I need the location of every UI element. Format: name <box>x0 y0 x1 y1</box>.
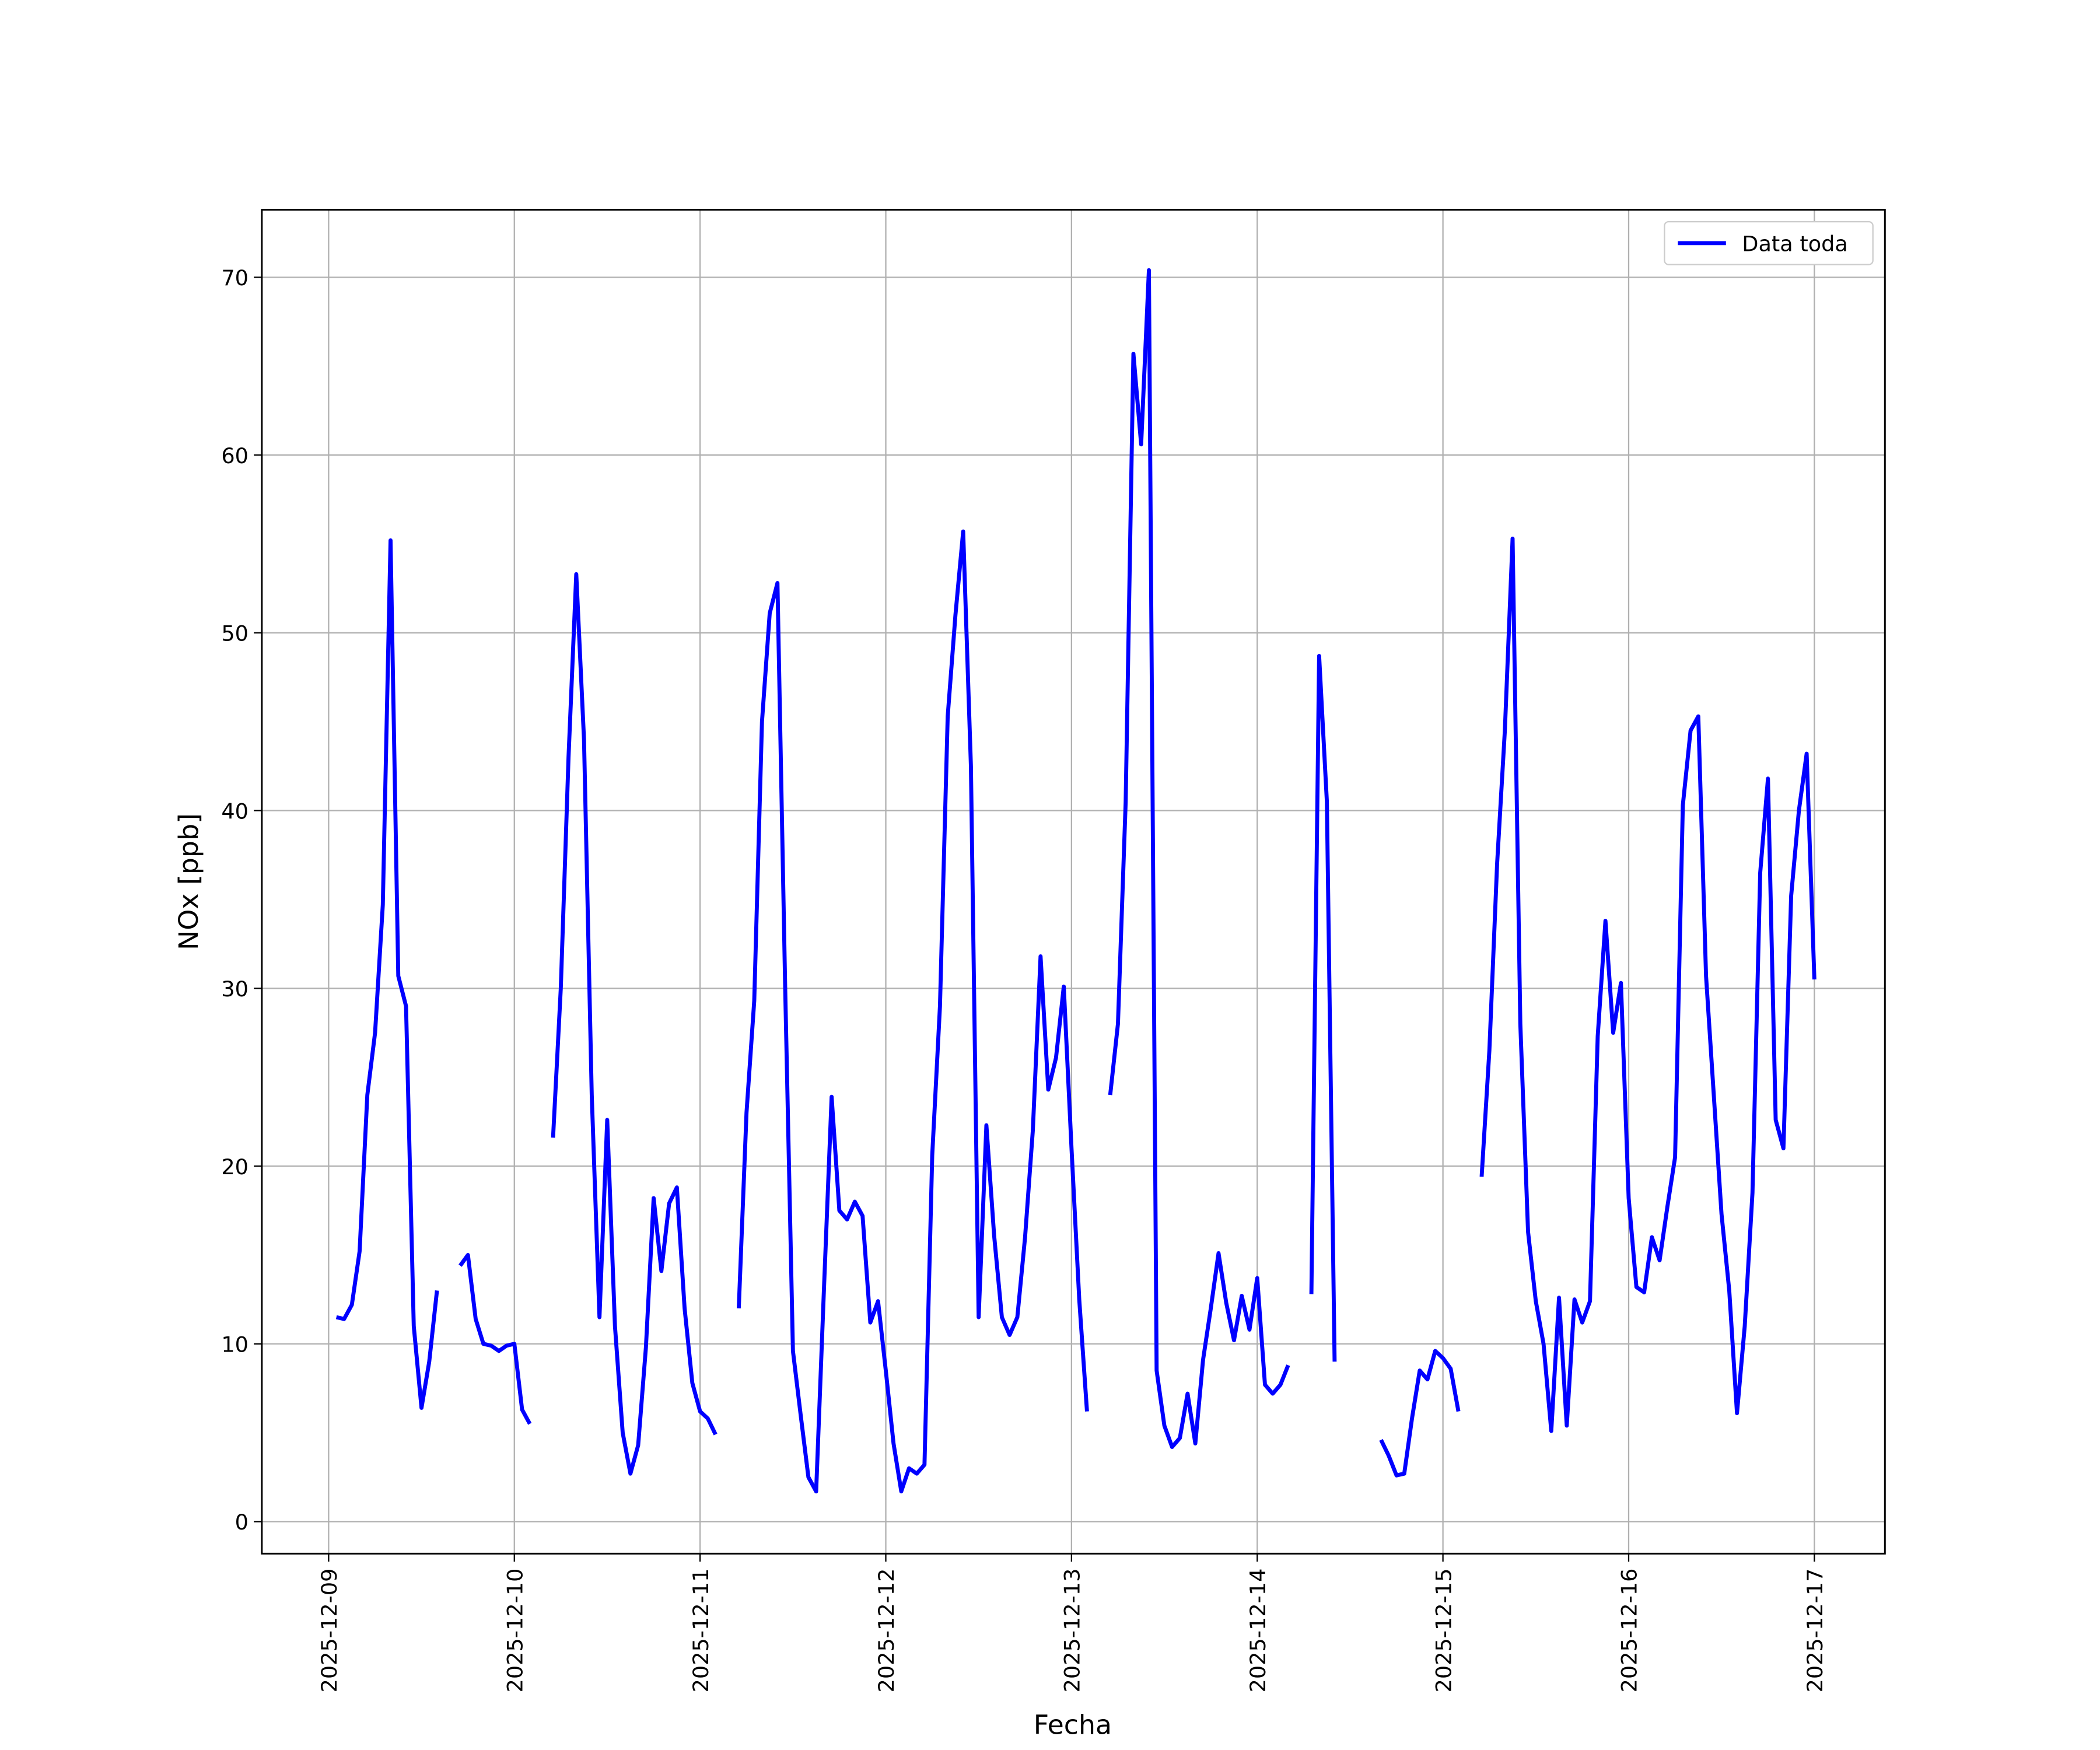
y-tick-label: 0 <box>235 1510 249 1535</box>
y-tick-label: 20 <box>221 1154 249 1180</box>
y-tick-label: 30 <box>221 977 249 1002</box>
y-tick-label: 10 <box>221 1332 249 1357</box>
x-tick-label: 2025-12-11 <box>688 1569 713 1693</box>
x-tick-label: 2025-12-16 <box>1617 1569 1642 1693</box>
legend-box <box>1664 221 1874 265</box>
x-tick-label: 2025-12-17 <box>1803 1569 1828 1693</box>
x-tick-label: 2025-12-09 <box>317 1569 342 1693</box>
y-tick-label: 70 <box>221 265 249 290</box>
x-tick-label: 2025-12-12 <box>874 1569 899 1693</box>
data-line <box>335 268 1817 1494</box>
plot-frame <box>261 209 1886 1555</box>
x-axis-label: Fecha <box>1034 1709 1112 1741</box>
x-tick-label: 2025-12-13 <box>1060 1569 1085 1693</box>
y-axis-label: NOx [ppb] <box>173 813 204 950</box>
x-tick-label: 2025-12-10 <box>502 1569 527 1693</box>
y-tick-label: 50 <box>221 621 249 646</box>
x-tick-label: 2025-12-15 <box>1431 1569 1456 1693</box>
y-tick-label: 40 <box>221 799 249 824</box>
x-tick-label: 2025-12-14 <box>1245 1569 1270 1693</box>
legend-label: Data toda <box>1742 232 1848 257</box>
y-tick-label: 60 <box>221 443 249 468</box>
